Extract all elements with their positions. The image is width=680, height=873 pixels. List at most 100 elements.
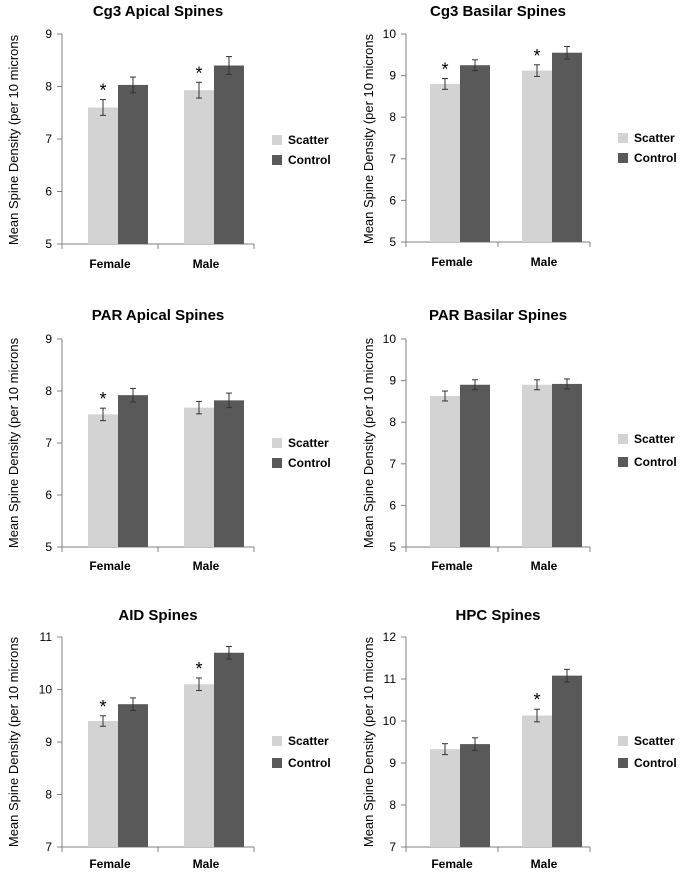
- significance-marker: *: [195, 659, 202, 679]
- bar-control-female: [118, 84, 148, 244]
- bar-control-female: [118, 704, 148, 847]
- x-category-label: Male: [531, 559, 558, 573]
- y-tick-label: 10: [383, 27, 397, 41]
- chart-title: Cg3 Basilar Spines: [430, 3, 566, 20]
- legend-label-scatter: Scatter: [288, 436, 329, 450]
- y-tick-label: 7: [389, 840, 396, 854]
- legend-swatch-control: [618, 758, 628, 768]
- chart-title: PAR Basilar Spines: [429, 307, 567, 324]
- bar-scatter-male: [522, 384, 552, 547]
- y-tick-label: 11: [384, 672, 397, 686]
- y-tick-label: 10: [383, 714, 397, 728]
- bar-scatter-male: [184, 684, 214, 847]
- y-tick-label: 8: [45, 788, 52, 802]
- y-tick-label: 9: [45, 27, 52, 41]
- y-tick-label: 7: [389, 152, 396, 166]
- bar-control-female: [460, 384, 490, 547]
- y-tick-label: 9: [45, 332, 52, 346]
- y-axis-label: Mean Spine Density (per 10 microns: [361, 33, 376, 244]
- chart-panel-3: PAR Apical Spines 5 6 7 8 9 Mean Spine Density…: [6, 307, 331, 573]
- x-category-label: Female: [89, 257, 131, 271]
- chart-panel-2: Cg3 Basilar Spines 5 6 7 8 9 10 Mean Spine Dens…: [361, 3, 677, 269]
- y-tick-label: 5: [389, 540, 396, 554]
- y-axis-label: Mean Spine Density (per 10 microns: [361, 636, 376, 847]
- y-tick-label: 8: [45, 384, 52, 398]
- bar-scatter-female: [88, 414, 118, 547]
- chart-title: AID Spines: [118, 607, 197, 624]
- y-tick-label: 6: [45, 488, 52, 502]
- y-tick-label: 6: [389, 193, 396, 207]
- y-tick-label: 6: [45, 185, 52, 199]
- y-tick-label: 9: [389, 374, 396, 388]
- bar-control-male: [214, 652, 244, 847]
- legend-swatch-scatter: [618, 434, 628, 444]
- bar-scatter-male: [522, 70, 552, 242]
- bar-control-male: [552, 52, 582, 242]
- y-tick-label: 8: [389, 415, 396, 429]
- chart-panel-5: AID Spines 7 8 9 10 11 Mean Spine Density (per…: [6, 607, 331, 871]
- y-tick-label: 8: [389, 798, 396, 812]
- legend-label-scatter: Scatter: [634, 131, 675, 145]
- bar-control-male: [552, 675, 582, 847]
- x-category-label: Female: [431, 857, 473, 871]
- y-tick-label: 9: [45, 735, 52, 749]
- y-tick-label: 9: [389, 756, 396, 770]
- significance-marker: *: [441, 60, 448, 80]
- legend-label-scatter: Scatter: [634, 734, 675, 748]
- bar-scatter-male: [522, 715, 552, 847]
- y-tick-label: 11: [40, 630, 53, 644]
- legend-swatch-scatter: [272, 438, 282, 448]
- bar-scatter-male: [184, 407, 214, 547]
- x-category-label: Male: [193, 257, 220, 271]
- bar-control-female: [460, 65, 490, 242]
- legend-swatch-control: [272, 458, 282, 468]
- bar-control-male: [214, 400, 244, 547]
- legend-swatch-scatter: [272, 135, 282, 145]
- x-category-label: Male: [193, 857, 220, 871]
- legend-label-scatter: Scatter: [288, 133, 329, 147]
- x-category-label: Female: [431, 255, 473, 269]
- legend-label-scatter: Scatter: [288, 734, 329, 748]
- y-tick-label: 12: [383, 630, 397, 644]
- chart-title: HPC Spines: [455, 607, 540, 624]
- y-tick-label: 7: [45, 436, 52, 450]
- legend-swatch-control: [272, 155, 282, 165]
- chart-panel-6: HPC Spines 7 8 9 10 11 12 Mean Spine Density (p…: [361, 607, 677, 871]
- x-category-label: Female: [89, 857, 131, 871]
- bar-control-male: [552, 383, 582, 547]
- legend-swatch-scatter: [618, 736, 628, 746]
- bar-control-female: [460, 744, 490, 847]
- y-tick-label: 5: [389, 235, 396, 249]
- bar-scatter-female: [430, 749, 460, 847]
- bar-scatter-female: [430, 395, 460, 547]
- y-tick-label: 7: [45, 840, 52, 854]
- bar-scatter-female: [430, 83, 460, 242]
- y-axis-label: Mean Spine Density (per 10 microns: [6, 636, 21, 847]
- chart-panel-4: PAR Basilar Spines 5 6 7 8 9 10 Mean Spine Dens…: [361, 307, 677, 573]
- y-axis-label: Mean Spine Density (per 10 microns: [6, 337, 21, 548]
- y-tick-label: 5: [45, 237, 52, 251]
- legend-label-control: Control: [288, 756, 331, 770]
- y-tick-label: 7: [45, 132, 52, 146]
- bar-scatter-male: [184, 90, 214, 244]
- chart-title: Cg3 Apical Spines: [93, 3, 223, 20]
- y-tick-label: 8: [389, 110, 396, 124]
- y-tick-label: 10: [383, 332, 397, 346]
- legend-swatch-scatter: [618, 133, 628, 143]
- y-tick-label: 10: [39, 683, 53, 697]
- significance-marker: *: [533, 690, 540, 710]
- x-category-label: Male: [531, 255, 558, 269]
- significance-marker: *: [99, 697, 106, 717]
- y-tick-label: 7: [389, 457, 396, 471]
- chart-panel-1: Cg3 Apical Spines 5 6 7 8 9 Mean Spine Density…: [6, 3, 331, 271]
- y-axis-label: Mean Spine Density (per 10 microns: [361, 337, 376, 548]
- legend-swatch-scatter: [272, 736, 282, 746]
- y-tick-label: 6: [389, 498, 396, 512]
- y-tick-label: 9: [389, 69, 396, 83]
- x-category-label: Male: [531, 857, 558, 871]
- bar-control-female: [118, 395, 148, 547]
- legend-swatch-control: [618, 457, 628, 467]
- x-category-label: Female: [431, 559, 473, 573]
- bar-control-male: [214, 65, 244, 244]
